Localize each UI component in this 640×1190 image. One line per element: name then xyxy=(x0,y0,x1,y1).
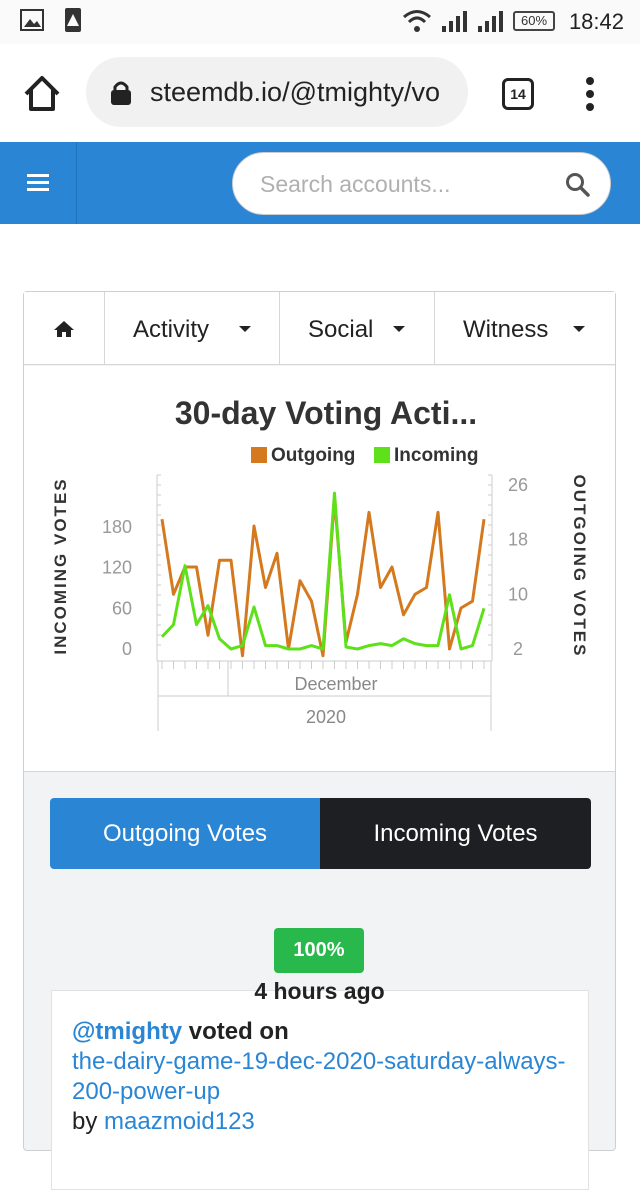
clock: 18:42 xyxy=(568,9,624,34)
by-text: by xyxy=(72,1108,98,1135)
vote-tabs: Outgoing Votes Incoming Votes xyxy=(50,798,591,869)
vote-entry: @tmighty voted on the-dairy-game-19-dec-… xyxy=(51,990,589,1190)
address-bar[interactable]: steemdb.io/@tmighty/vo xyxy=(86,57,468,127)
chart-title: 30-day Voting Acti... xyxy=(175,395,477,431)
house-icon xyxy=(54,321,74,337)
browser-toolbar: steemdb.io/@tmighty/vo 14 xyxy=(0,44,640,142)
y-left-tick-label: 60 xyxy=(112,598,132,618)
url-text: steemdb.io/@tmighty/vo xyxy=(150,77,441,107)
post-link[interactable]: the-dairy-game-19-dec-2020-saturday-alwa… xyxy=(72,1048,566,1105)
y-left-tick-label: 120 xyxy=(102,558,132,578)
legend-swatch-incoming xyxy=(374,447,390,463)
y-right-tick-label: 26 xyxy=(508,475,528,495)
hamburger-menu-icon[interactable] xyxy=(27,173,51,193)
search-input[interactable]: Search accounts... xyxy=(232,152,611,215)
tab-incoming-votes[interactable]: Incoming Votes xyxy=(320,798,591,869)
more-options-icon[interactable] xyxy=(584,76,596,112)
lock-icon xyxy=(111,81,131,105)
chevron-down-icon xyxy=(393,326,405,332)
x-axis-month-label: December xyxy=(294,674,377,694)
chevron-down-icon xyxy=(573,326,585,332)
x-axis-year-label: 2020 xyxy=(306,707,346,727)
account-menu: Activity Social Witness xyxy=(24,292,615,365)
vote-weight-badge: 100% xyxy=(274,928,364,973)
tab-outgoing-votes[interactable]: Outgoing Votes xyxy=(50,798,320,869)
y-right-tick-label: 2 xyxy=(513,639,523,659)
alert-icon xyxy=(65,8,81,32)
series-line-outgoing xyxy=(160,497,486,658)
menu-witness[interactable]: Witness xyxy=(435,292,615,365)
signal-icon-2 xyxy=(478,11,503,32)
y-left-tick-label: 0 xyxy=(122,639,132,659)
search-placeholder: Search accounts... xyxy=(260,171,451,197)
legend-swatch-outgoing xyxy=(251,447,267,463)
voted-on-text: voted on xyxy=(188,1018,289,1045)
wifi-icon xyxy=(403,10,431,32)
navbar-divider xyxy=(76,142,77,224)
voting-chart-container: 30-day Voting Acti... Outgoing Incoming … xyxy=(24,366,615,772)
gallery-icon xyxy=(20,9,44,31)
tab-switcher-button[interactable]: 14 xyxy=(502,78,534,110)
y-axis-left-title: INCOMING VOTES xyxy=(51,477,70,654)
search-icon[interactable] xyxy=(565,172,591,198)
signal-icon-1 xyxy=(442,11,467,32)
menu-social-label: Social xyxy=(308,316,374,343)
status-bar: 60% 18:42 xyxy=(0,0,640,44)
legend-label-outgoing: Outgoing xyxy=(271,445,355,466)
menu-witness-label: Witness xyxy=(463,316,549,343)
vote-time-ago: 4 hours ago xyxy=(254,978,385,1004)
voter-link[interactable]: @tmighty xyxy=(72,1018,183,1045)
site-navbar: Search accounts... xyxy=(0,142,640,224)
y-axis-right-title: OUTGOING VOTES xyxy=(570,475,589,658)
y-left-tick-label: 180 xyxy=(102,517,132,537)
vote-description: @tmighty voted on the-dairy-game-19-dec-… xyxy=(72,1017,572,1137)
menu-activity[interactable]: Activity xyxy=(105,292,280,365)
chevron-down-icon xyxy=(239,326,251,332)
author-link[interactable]: maazmoid123 xyxy=(104,1108,255,1135)
home-icon[interactable] xyxy=(22,74,62,112)
legend-label-incoming: Incoming xyxy=(394,445,478,466)
menu-social[interactable]: Social xyxy=(280,292,435,365)
account-card: Activity Social Witness 30-day Voting Ac… xyxy=(23,291,616,1190)
y-right-tick-label: 10 xyxy=(508,584,528,604)
y-right-tick-label: 18 xyxy=(508,530,528,550)
menu-activity-label: Activity xyxy=(133,316,210,343)
menu-home[interactable] xyxy=(24,292,105,365)
series-line-incoming xyxy=(160,491,486,651)
battery-indicator: 60% xyxy=(513,11,555,31)
voting-activity-chart: 30-day Voting Acti... Outgoing Incoming … xyxy=(51,395,589,731)
